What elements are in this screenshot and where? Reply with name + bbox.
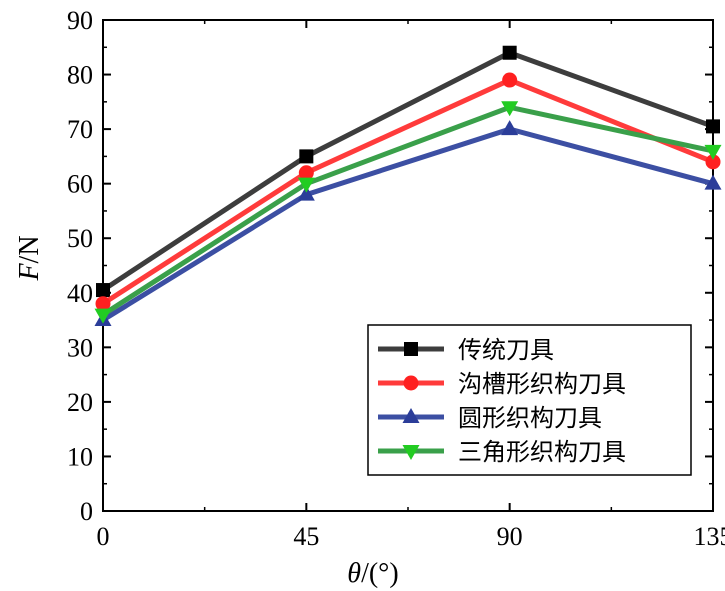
legend-label: 圆形织构刀具 bbox=[458, 404, 602, 432]
series-1 bbox=[96, 45, 720, 298]
y-tick-label: 90 bbox=[67, 6, 93, 35]
data-point bbox=[502, 72, 518, 88]
series-line bbox=[101, 104, 714, 317]
data-point bbox=[94, 308, 112, 324]
legend-marker bbox=[402, 445, 420, 460]
x-tick-label: 135 bbox=[694, 522, 725, 551]
data-point bbox=[297, 177, 315, 193]
data-point bbox=[706, 119, 720, 134]
series-line bbox=[101, 126, 714, 323]
x-tick-label: 90 bbox=[497, 522, 523, 551]
data-point bbox=[298, 165, 314, 181]
data-point bbox=[502, 45, 517, 60]
legend-label: 三角形织构刀具 bbox=[458, 438, 626, 466]
y-axis-label: F/N bbox=[14, 235, 45, 281]
y-tick-label: 20 bbox=[67, 388, 93, 417]
series-layer bbox=[94, 45, 722, 327]
series-line bbox=[101, 50, 714, 293]
x-tick-label: 45 bbox=[293, 522, 319, 551]
y-tick-label: 0 bbox=[80, 497, 93, 526]
data-point bbox=[705, 154, 721, 170]
y-tick-label: 50 bbox=[67, 224, 93, 253]
data-point bbox=[501, 120, 519, 136]
y-tick-label: 30 bbox=[67, 333, 93, 362]
y-tick-label: 10 bbox=[67, 442, 93, 471]
data-point bbox=[297, 185, 315, 201]
data-point bbox=[704, 144, 722, 160]
legend-marker bbox=[402, 408, 420, 423]
y-tick-label: 70 bbox=[67, 115, 93, 144]
legend-label: 传统刀具 bbox=[458, 336, 554, 364]
data-point bbox=[501, 101, 519, 117]
x-tick-label: 0 bbox=[97, 522, 110, 551]
y-axis-unit: /N bbox=[14, 235, 45, 263]
y-tick-label: 40 bbox=[67, 279, 93, 308]
y-axis-var: F bbox=[14, 263, 45, 282]
series-3 bbox=[94, 120, 722, 327]
data-point bbox=[299, 149, 314, 164]
data-point bbox=[96, 283, 110, 298]
y-tick-label: 60 bbox=[67, 170, 93, 199]
series-2 bbox=[95, 72, 721, 312]
series-4 bbox=[94, 101, 722, 324]
axes: 0 10 20 30 40 50 60 70 80 90 0 45 90 135 bbox=[67, 6, 725, 551]
x-axis-label: θ/(°) bbox=[347, 558, 398, 589]
data-point bbox=[704, 174, 722, 190]
series-line bbox=[101, 77, 714, 306]
legend-marker bbox=[404, 342, 418, 356]
x-axis-unit: /(°) bbox=[361, 558, 399, 589]
data-point bbox=[95, 296, 111, 312]
x-axis-var: θ bbox=[347, 558, 361, 589]
legend-marker bbox=[403, 375, 419, 391]
y-tick-label: 80 bbox=[67, 61, 93, 90]
legend-label: 沟槽形织构刀具 bbox=[458, 370, 626, 398]
